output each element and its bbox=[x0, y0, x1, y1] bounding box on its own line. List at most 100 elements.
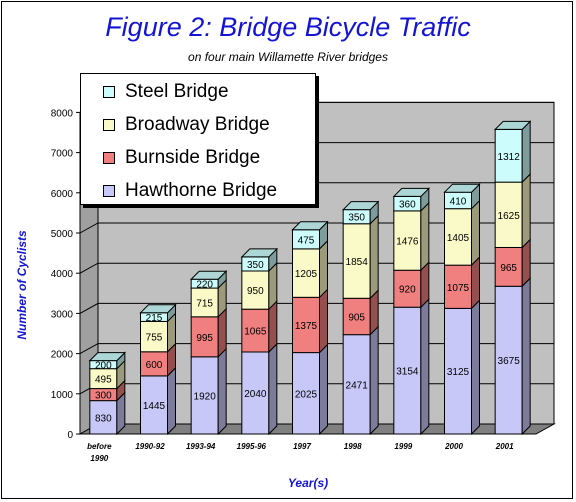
x-tick-label: 2001 bbox=[495, 442, 514, 451]
data-label: 350 bbox=[348, 213, 365, 224]
x-tick-label: 1997 bbox=[293, 442, 311, 451]
y-tick-label: 3000 bbox=[51, 309, 74, 320]
bar-segment bbox=[190, 287, 219, 318]
data-label: 600 bbox=[146, 360, 163, 371]
data-label: 965 bbox=[500, 263, 517, 274]
bar-segment-side bbox=[420, 201, 430, 272]
data-label: 920 bbox=[399, 285, 416, 296]
x-tick-label: 1999 bbox=[394, 442, 412, 451]
data-label: 1476 bbox=[396, 237, 419, 248]
data-label: 905 bbox=[348, 312, 365, 323]
data-label: 755 bbox=[146, 333, 163, 344]
bar-segment-side bbox=[268, 299, 278, 354]
bar-segment-side bbox=[167, 366, 176, 436]
bar-segment-side bbox=[319, 288, 328, 354]
bar-segment-side bbox=[521, 172, 531, 249]
chart-subtitle: on four main Willamette River bridges bbox=[188, 50, 388, 64]
bar-segment bbox=[241, 351, 270, 435]
legend-swatch bbox=[103, 185, 115, 197]
data-label: 2471 bbox=[346, 380, 369, 391]
bar-segment-side bbox=[471, 255, 480, 310]
bar-segment bbox=[292, 352, 320, 435]
data-label: 3675 bbox=[498, 356, 521, 367]
data-label: 1920 bbox=[194, 391, 217, 402]
data-label: 1445 bbox=[143, 401, 166, 412]
bar-segment-top bbox=[240, 248, 279, 258]
data-label: 3125 bbox=[447, 367, 470, 378]
bar-segment-side bbox=[521, 120, 531, 184]
bar-segment bbox=[393, 306, 422, 435]
data-label: 3154 bbox=[396, 367, 419, 378]
bar-segment bbox=[494, 128, 523, 183]
bar-segment-side bbox=[369, 214, 379, 300]
data-label: 1854 bbox=[346, 257, 369, 268]
bar-segment-top bbox=[291, 221, 329, 231]
data-label: 350 bbox=[247, 260, 264, 271]
bar-segment-side bbox=[217, 347, 227, 436]
bar-segment bbox=[393, 210, 422, 271]
data-label: 215 bbox=[146, 313, 163, 324]
bar-segment-side bbox=[471, 199, 480, 267]
data-label: 200 bbox=[95, 361, 112, 372]
legend: Steel Bridge Broadway Bridge Burnside Brid… bbox=[80, 73, 316, 205]
data-label: 220 bbox=[196, 280, 213, 291]
data-label: 715 bbox=[196, 298, 213, 309]
data-label: 1065 bbox=[244, 327, 267, 338]
bar-segment bbox=[190, 316, 219, 358]
legend-label: Steel Bridge bbox=[125, 81, 229, 102]
bar-segment bbox=[494, 181, 523, 248]
bar-segment bbox=[444, 208, 472, 266]
y-tick-label: 8000 bbox=[51, 108, 74, 119]
bar-segment bbox=[494, 285, 523, 435]
bar-segment bbox=[140, 375, 168, 435]
y-tick-label: 7000 bbox=[51, 149, 74, 160]
legend-swatch bbox=[103, 86, 115, 98]
bar-segment-side bbox=[319, 239, 328, 299]
x-tick-label: 2000 bbox=[444, 442, 463, 451]
y-tick-label: 5000 bbox=[51, 229, 74, 240]
bar-segment-top bbox=[189, 270, 228, 280]
legend-swatch bbox=[103, 152, 115, 164]
data-label: 950 bbox=[247, 286, 264, 297]
bar-segment bbox=[444, 307, 472, 435]
data-label: 475 bbox=[298, 235, 315, 246]
y-tick-label: 0 bbox=[67, 430, 73, 441]
data-label: 1405 bbox=[447, 233, 470, 244]
bar-segment-top bbox=[493, 120, 532, 130]
bar-segment-top bbox=[443, 183, 481, 193]
bar-segment bbox=[444, 264, 472, 309]
bar-segment-side bbox=[420, 298, 430, 436]
data-label: 2040 bbox=[244, 389, 267, 400]
y-tick-label: 4000 bbox=[51, 269, 74, 280]
bar-segment bbox=[89, 400, 118, 435]
bar-segment-top bbox=[88, 352, 127, 362]
data-label: 410 bbox=[450, 196, 467, 207]
data-label: 495 bbox=[95, 375, 112, 386]
x-tick-label: 1993-94 bbox=[186, 442, 216, 451]
data-label: 2025 bbox=[295, 389, 318, 400]
y-tick-label: 2000 bbox=[51, 350, 74, 361]
bar-segment bbox=[342, 334, 371, 435]
legend-item: Steel Bridge bbox=[103, 81, 229, 102]
x-tick-label: 1990-92 bbox=[135, 442, 165, 451]
legend-item: Broadway Bridge bbox=[103, 114, 270, 135]
chart-title: Figure 2: Bridge Bicycle Traffic bbox=[105, 12, 471, 42]
data-label: 300 bbox=[95, 391, 112, 402]
data-label: 830 bbox=[95, 413, 112, 424]
y-tick-label: 1000 bbox=[51, 390, 74, 401]
x-axis-label: Year(s) bbox=[287, 476, 329, 490]
data-label: 995 bbox=[196, 333, 213, 344]
legend-label: Burnside Bridge bbox=[125, 147, 261, 168]
bar-segment-top bbox=[392, 187, 431, 197]
bar-segment-side bbox=[268, 342, 278, 436]
bar-segment bbox=[342, 223, 371, 299]
x-tick-label: 1998 bbox=[344, 442, 362, 451]
bar-segment-top bbox=[139, 304, 177, 314]
x-tick-label: before bbox=[87, 442, 112, 451]
legend-swatch bbox=[103, 119, 115, 131]
bar-segment-side bbox=[521, 277, 531, 436]
x-tick-label: 1990 bbox=[90, 454, 108, 463]
x-tick-label: 1995-96 bbox=[237, 442, 267, 451]
y-tick-label: 6000 bbox=[51, 189, 74, 200]
bar-segment bbox=[292, 248, 320, 298]
